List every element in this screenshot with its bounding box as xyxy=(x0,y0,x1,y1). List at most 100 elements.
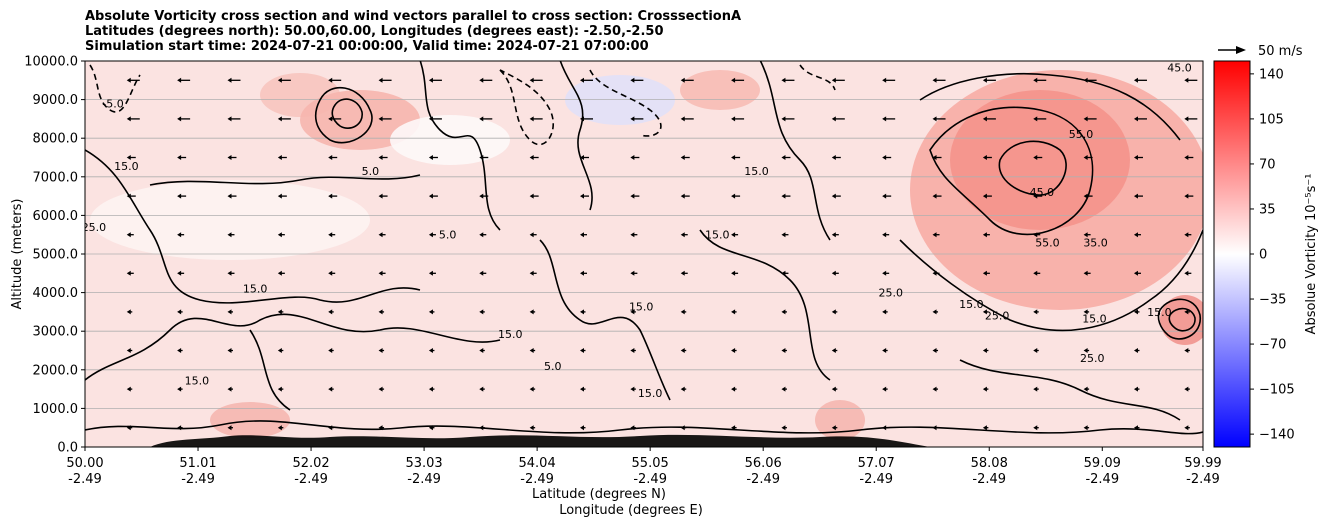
wind-arrow xyxy=(932,232,940,238)
wind-arrow xyxy=(378,270,386,276)
wind-arrow xyxy=(177,155,187,160)
x-tick-label-lat: 59.99 xyxy=(1184,456,1221,471)
wind-arrow xyxy=(328,386,334,392)
contour-label: 5.0 xyxy=(362,165,380,178)
wind-arrow xyxy=(378,116,392,122)
wind-arrow xyxy=(479,309,485,315)
negative-contour-lines xyxy=(89,64,836,146)
y-tick-label: 3000.0 xyxy=(33,325,79,340)
wind-arrow xyxy=(277,425,284,431)
wind-arrow xyxy=(1083,77,1097,83)
colorbar-tick-label: 70 xyxy=(1259,157,1276,172)
wind-arrow xyxy=(328,425,334,431)
contour-label: 15.0 xyxy=(1082,312,1107,325)
x-tick-label-lat: 50.00 xyxy=(66,456,103,471)
wind-arrow xyxy=(328,270,336,276)
wind-arrow xyxy=(177,348,183,353)
wind-arrow xyxy=(1033,348,1039,353)
wind-arrow xyxy=(227,425,233,431)
wind-arrow xyxy=(882,77,896,83)
wind-arrow xyxy=(630,270,638,276)
wind-arrow xyxy=(731,270,739,276)
wind-arrow xyxy=(1033,386,1039,392)
colorbar-tick-label: 140 xyxy=(1259,67,1284,82)
contour-label: 15.0 xyxy=(498,328,523,341)
y-tick-label: 9000.0 xyxy=(33,93,79,108)
wind-arrow xyxy=(630,193,640,199)
wind-arrow xyxy=(227,270,235,276)
wind-arrow xyxy=(479,77,493,83)
colorbar-ticks: 140 105 70 35 0 −35 −70 −105 −140 xyxy=(1250,67,1295,443)
wind-arrow xyxy=(731,386,737,392)
wind-arrow xyxy=(680,309,687,315)
wind-arrow xyxy=(781,386,787,392)
wind-arrow xyxy=(1133,155,1143,160)
x-tick-label-lon: -2.49 xyxy=(68,472,102,487)
contour-labels: 15.025.05.05.0 15.015.015.015.015.015.025… xyxy=(85,61,1192,399)
wind-arrow xyxy=(126,386,133,392)
terrain xyxy=(150,434,930,447)
x-axis-label-longitude: Longitude (degrees E) xyxy=(559,503,703,518)
contour-label: 25.0 xyxy=(985,310,1010,323)
wind-arrow xyxy=(328,348,334,353)
wind-arrow xyxy=(277,348,284,353)
x-tick-label-lon: -2.49 xyxy=(972,472,1006,487)
y-tick-label: 4000.0 xyxy=(33,286,79,301)
wind-arrow xyxy=(277,232,285,238)
wind-arrow xyxy=(1083,425,1090,431)
x-tick-label-lat: 54.04 xyxy=(519,456,556,471)
y-gridlines xyxy=(85,99,1203,409)
wind-arrow xyxy=(227,77,241,83)
wind-arrow xyxy=(680,193,690,199)
wind-arrow xyxy=(1133,77,1147,83)
wind-arrow xyxy=(177,77,191,83)
wind-arrow xyxy=(1133,348,1140,353)
contour-label: 15.0 xyxy=(243,283,268,296)
x-tick-label-lon: -2.49 xyxy=(1186,472,1220,487)
contour-label: 25.0 xyxy=(879,286,904,299)
x-tick-label-lon: -2.49 xyxy=(407,472,441,487)
wind-arrow xyxy=(580,270,588,276)
wind-arrow xyxy=(932,116,946,122)
wind-arrow xyxy=(630,309,636,315)
title-line-3: Simulation start time: 2024-07-21 00:00:… xyxy=(85,39,649,54)
wind-arrow xyxy=(428,270,436,276)
wind-arrow xyxy=(1133,193,1143,199)
wind-arrow xyxy=(1184,77,1198,83)
colorbar-tick-label: 0 xyxy=(1259,248,1267,263)
wind-arrow xyxy=(529,309,536,315)
y-tick-label: 7000.0 xyxy=(33,170,79,185)
wind-arrow xyxy=(126,155,136,160)
wind-arrow xyxy=(177,309,183,315)
wind-arrow xyxy=(378,193,388,199)
wind-arrow xyxy=(529,155,539,160)
wind-arrow xyxy=(630,116,644,122)
colorbar-tick-label: 35 xyxy=(1259,202,1276,217)
wind-arrow xyxy=(781,116,795,122)
wind-arrow xyxy=(428,386,435,392)
wind-arrow xyxy=(831,270,839,276)
wind-arrow xyxy=(630,155,640,160)
wind-arrow xyxy=(680,348,687,353)
wind-arrow xyxy=(882,386,888,392)
wind-arrow xyxy=(932,348,939,353)
chart-title: Absolute Vorticity cross section and win… xyxy=(85,9,741,54)
wind-arrow xyxy=(177,425,183,431)
contour-label: 5.0 xyxy=(439,229,457,242)
wind-arrow xyxy=(1083,193,1093,199)
colorbar-tick-label: 105 xyxy=(1259,112,1284,127)
wind-arrow xyxy=(680,155,690,160)
wind-arrow xyxy=(731,425,737,431)
wind-arrow xyxy=(1184,270,1192,276)
wind-arrow xyxy=(1133,232,1141,238)
wind-arrow xyxy=(680,116,694,122)
wind-arrow xyxy=(1184,116,1198,122)
wind-arrow xyxy=(328,309,334,315)
wind-arrow xyxy=(831,386,838,392)
x-tick-label-lat: 53.03 xyxy=(405,456,442,471)
wind-arrow xyxy=(882,155,892,160)
colorbar-tick-label: −70 xyxy=(1259,338,1286,353)
wind-arrow xyxy=(378,386,385,392)
wind-arrow xyxy=(882,193,892,199)
wind-arrow xyxy=(378,425,385,431)
